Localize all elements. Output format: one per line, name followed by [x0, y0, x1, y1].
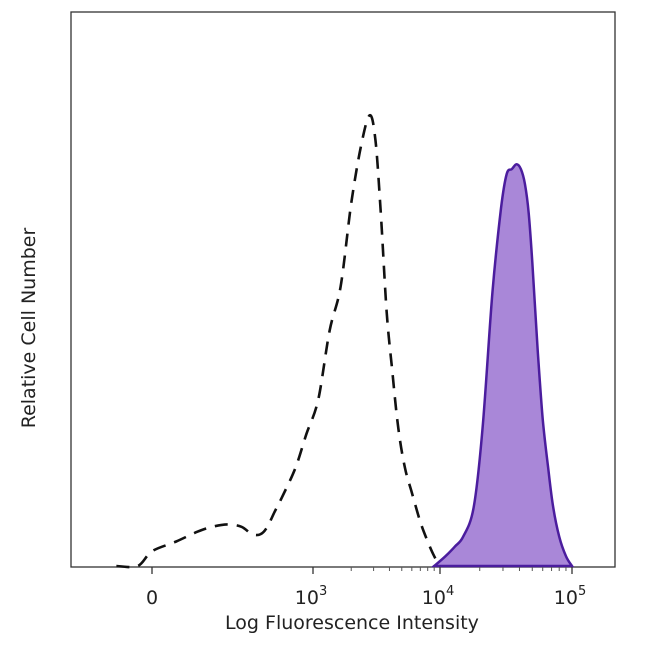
series-dashed-histogram	[116, 113, 442, 569]
x-tick-label: 105	[554, 584, 586, 609]
x-axis-ticks: 0 103 104 105	[146, 567, 586, 609]
x-tick-label: 103	[295, 584, 327, 609]
x-tick-label: 0	[146, 587, 158, 609]
series-filled-histogram	[430, 162, 575, 568]
x-axis-title: Log Fluorescence Intensity	[225, 612, 479, 634]
x-tick-label: 104	[422, 584, 454, 609]
plot-frame	[70, 11, 616, 568]
y-axis-title: Relative Cell Number	[18, 228, 40, 429]
